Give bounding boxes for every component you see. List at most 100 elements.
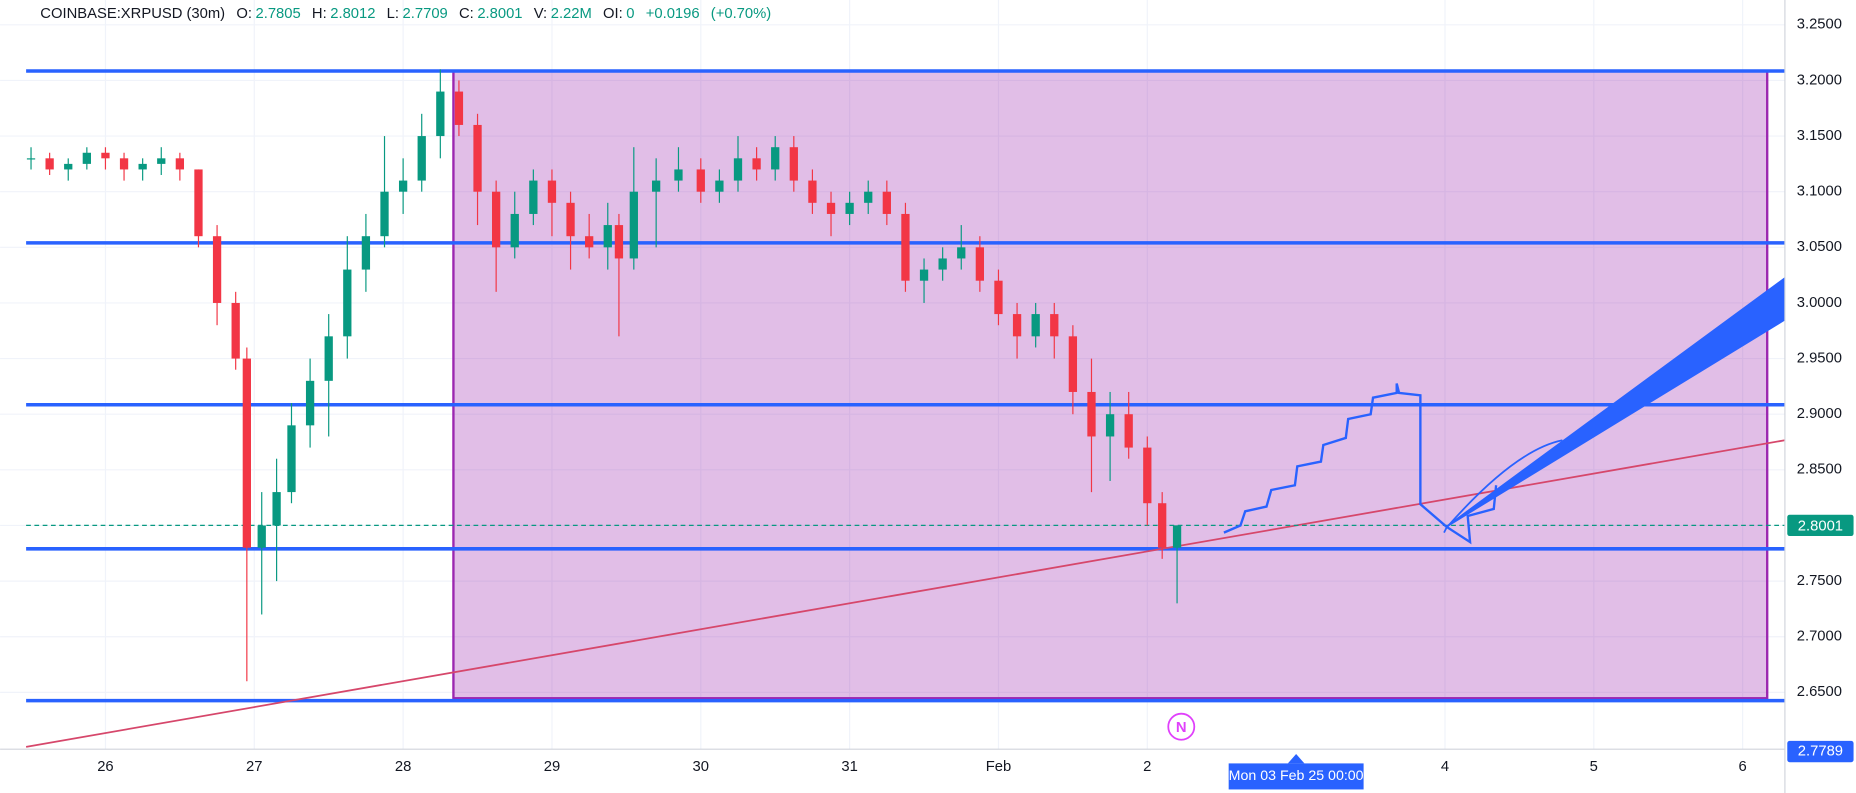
candle-body — [529, 180, 538, 214]
y-tick-label: 2.6500 — [1797, 684, 1842, 700]
candle-body — [1087, 391, 1096, 437]
label: H: — [312, 6, 327, 22]
candle-body — [938, 258, 947, 270]
y-tick-label: 2.9000 — [1797, 406, 1842, 422]
x-tick-label: 27 — [246, 759, 262, 775]
candle-body — [715, 180, 724, 192]
candle-body — [305, 380, 315, 426]
x-tick-label: 29 — [544, 759, 560, 775]
x-tick-label: 28 — [395, 759, 411, 775]
candle-body — [324, 336, 333, 381]
level-label: 2.7789 — [1798, 743, 1843, 759]
candle-body — [1124, 414, 1133, 448]
candle-body — [212, 236, 222, 303]
rectangle-drawing — [452, 69, 1769, 700]
candle-body — [45, 158, 54, 170]
candle-body — [194, 169, 203, 237]
curve-drawing — [1443, 439, 1563, 534]
candle-body — [138, 163, 147, 170]
crosshair-box — [1228, 763, 1364, 790]
candle-body — [975, 247, 985, 281]
candle-body — [510, 213, 519, 248]
crosshair-pointer — [1287, 753, 1305, 764]
candle-body — [231, 302, 240, 359]
x-tick-label: 6 — [1739, 759, 1747, 775]
label: L: — [387, 6, 399, 22]
overlay-layer — [1223, 277, 1785, 545]
y-tick-label: 3.1500 — [1797, 128, 1842, 144]
candle-body — [826, 202, 836, 214]
last-price-box — [1787, 514, 1854, 537]
y-tick-label: 2.9500 — [1797, 350, 1842, 366]
level-label-box — [1787, 740, 1854, 763]
value: 2.7805 — [255, 6, 300, 22]
label: C: — [459, 6, 474, 22]
candle-body — [957, 247, 966, 259]
candle-body — [1158, 503, 1167, 548]
x-tick-label: Feb — [986, 759, 1011, 775]
candle-body — [651, 180, 661, 192]
candle-body — [26, 158, 36, 160]
candle-body — [629, 191, 638, 259]
candle-body — [696, 169, 705, 192]
candle-body — [547, 180, 557, 203]
candle-body — [1050, 314, 1059, 337]
x-tick-label: 4 — [1441, 759, 1449, 775]
legend-header: COINBASE:XRPUSD (30m) O: 2.7805 H: 2.8012 … — [40, 6, 771, 22]
label: O: — [236, 6, 252, 22]
candle-body — [272, 492, 281, 526]
event-marker-label: N — [1176, 720, 1187, 736]
candle-body — [343, 269, 352, 337]
candle-body — [361, 236, 371, 270]
candle-body — [1012, 314, 1022, 337]
candle-body — [603, 225, 612, 248]
candle-body — [119, 158, 129, 170]
candle-body — [585, 236, 594, 248]
drawings-layer — [25, 69, 1785, 748]
candle-body — [789, 147, 798, 181]
candle-body — [752, 158, 761, 170]
x-tick-label: 30 — [693, 759, 709, 775]
candle-body — [491, 191, 501, 248]
value: 2.8012 — [330, 6, 375, 22]
change-pct: (+0.70%) — [711, 6, 771, 22]
candle-body — [473, 124, 482, 192]
freehand-drawing — [1223, 383, 1498, 545]
candle-body — [614, 225, 624, 259]
candle-body — [1143, 447, 1152, 504]
candle-body — [380, 191, 389, 237]
y-tick-label: 3.0500 — [1797, 239, 1842, 255]
value: 2.8001 — [477, 6, 522, 22]
event-marker[interactable] — [1167, 712, 1196, 741]
symbol: COINBASE:XRPUSD (30m) — [40, 6, 225, 22]
trend-line — [25, 439, 1785, 748]
candle-body — [257, 525, 266, 548]
candle-body — [566, 202, 575, 237]
change: +0.0196 — [646, 6, 700, 22]
candle-body — [994, 280, 1003, 315]
candle-body — [157, 158, 166, 164]
candle-body — [919, 269, 929, 281]
candle-body — [674, 169, 683, 181]
candle-body — [242, 358, 251, 548]
x-tick-label: 2 — [1143, 759, 1151, 775]
x-tick-label: 26 — [97, 759, 113, 775]
time-axis-bg — [0, 749, 1785, 793]
value: 2.22M — [551, 6, 592, 22]
y-tick-label: 2.7500 — [1797, 573, 1842, 589]
y-tick-label: 3.2000 — [1797, 72, 1842, 88]
y-tick-label: 2.7000 — [1797, 629, 1842, 645]
crosshair-label: Mon 03 Feb 25 00:00 — [1229, 768, 1364, 784]
candle-body — [1172, 525, 1182, 548]
candle-body — [1068, 336, 1078, 392]
candle-body — [175, 158, 185, 170]
y-tick-label: 3.1000 — [1797, 184, 1842, 200]
candle-body — [436, 91, 445, 137]
candle-body — [287, 425, 296, 493]
candle-body — [771, 147, 780, 170]
grid-layer — [0, 0, 1785, 750]
label: OI: — [603, 6, 623, 22]
